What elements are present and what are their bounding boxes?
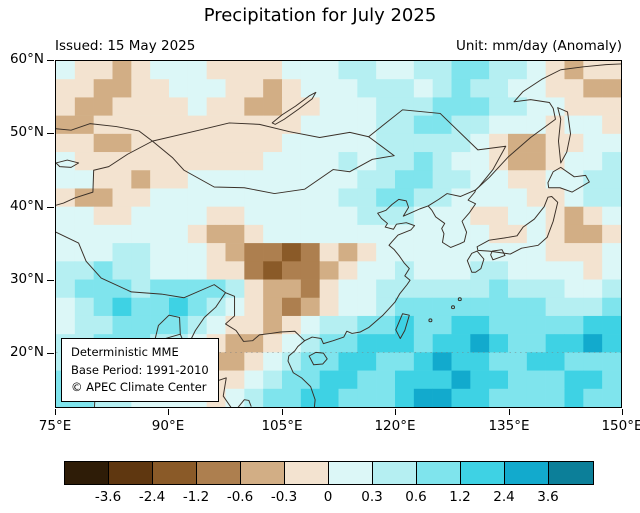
- colorbar-swatch: [285, 462, 329, 484]
- colorbar-swatch: [329, 462, 373, 484]
- info-line-base-period: Base Period: 1991-2010: [71, 362, 209, 377]
- coastlines: [56, 63, 621, 407]
- unit-label: Unit: mm/day (Anomaly): [455, 38, 622, 54]
- x-tick-label: 135°E: [488, 418, 530, 434]
- colorbar-swatch: [109, 462, 153, 484]
- colorbar-label: -0.3: [270, 489, 298, 505]
- y-tick-label: 30°N: [9, 271, 44, 287]
- colorbar-label: -0.6: [226, 489, 254, 505]
- y-axis-tick: [47, 133, 54, 134]
- colorbar-label: 2.4: [493, 489, 515, 505]
- colorbar-label: 0: [323, 489, 333, 505]
- colorbar-swatch: [373, 462, 417, 484]
- issued-date-label: Issued: 15 May 2025: [55, 38, 196, 54]
- x-axis-tick: [622, 409, 623, 415]
- colorbar-swatch: [241, 462, 285, 484]
- colorbar-label: 0.6: [405, 489, 427, 505]
- figure-title: Precipitation for July 2025: [203, 5, 437, 26]
- border-india-myanmar: [154, 292, 226, 350]
- y-tick-label: 40°N: [9, 198, 44, 214]
- y-axis-tick: [47, 353, 54, 354]
- x-tick-label: 90°E: [151, 418, 185, 434]
- lake-baikal: [271, 91, 317, 125]
- colorbar-swatch: [461, 462, 505, 484]
- colorbar-label: 1.2: [449, 489, 471, 505]
- border-ne-china-russia: [368, 109, 507, 191]
- colorbar-swatch: [65, 462, 109, 484]
- colorbar-labels: -3.6 -2.4 -1.2 -0.6 -0.3 0 0.3 0.6 1.2 2.4 3.6: [64, 489, 594, 506]
- y-axis-tick: [47, 60, 54, 61]
- x-axis-tick: [395, 409, 396, 415]
- colorbar-label: -1.2: [182, 489, 210, 505]
- colorbar-label: 0.3: [361, 489, 383, 505]
- island-ryukyu: [457, 297, 462, 302]
- x-axis-tick: [55, 409, 56, 415]
- anomaly-grid: [56, 61, 621, 407]
- y-tick-label: 60°N: [9, 51, 44, 67]
- lake-balkhash: [56, 159, 80, 168]
- info-line-copyright: © APEC Climate Center: [71, 379, 207, 394]
- y-axis-tick: [47, 207, 54, 208]
- colorbar: [64, 461, 594, 485]
- coastline-russia-pacific: [475, 63, 621, 191]
- coastline-shikoku: [490, 249, 506, 261]
- coastline-hokkaido: [547, 166, 590, 193]
- colorbar-label: 3.6: [537, 489, 559, 505]
- border-mongolia: [151, 122, 395, 195]
- island-ryukyu: [451, 305, 456, 310]
- colorbar-label: -3.6: [94, 489, 122, 505]
- coastline-kyushu: [466, 250, 485, 273]
- y-tick-label: 20°N: [9, 344, 44, 360]
- y-tick-label: 50°N: [9, 124, 44, 140]
- colorbar-swatch: [417, 462, 461, 484]
- border-west-china: [56, 123, 153, 206]
- x-tick-label: 150°E: [601, 418, 640, 434]
- x-axis-tick: [282, 409, 283, 415]
- y-axis-tick: [47, 280, 54, 281]
- coastline-korea: [427, 189, 477, 248]
- x-axis-tick: [509, 409, 510, 415]
- colorbar-swatch: [153, 462, 197, 484]
- colorbar-label: -2.4: [138, 489, 166, 505]
- coastline-sakhalin: [557, 107, 572, 164]
- coastline-honshu: [476, 196, 559, 255]
- colorbar-swatch: [197, 462, 241, 484]
- info-box: Deterministic MME Base Period: 1991-2010…: [61, 338, 219, 402]
- border-himalaya-indochina: [56, 231, 306, 342]
- x-tick-label: 75°E: [38, 418, 72, 434]
- map: Deterministic MME Base Period: 1991-2010…: [55, 60, 622, 408]
- info-line-model: Deterministic MME: [71, 345, 179, 360]
- island-ryukyu: [428, 318, 433, 323]
- map-canvas: [56, 61, 621, 407]
- x-axis-tick: [168, 409, 169, 415]
- coastline-china: [287, 198, 429, 407]
- x-tick-label: 105°E: [261, 418, 303, 434]
- colorbar-swatch: [549, 462, 593, 484]
- coastline-taiwan: [395, 313, 410, 340]
- coastline-hainan: [308, 351, 328, 366]
- colorbar-swatch: [505, 462, 549, 484]
- x-tick-label: 120°E: [374, 418, 416, 434]
